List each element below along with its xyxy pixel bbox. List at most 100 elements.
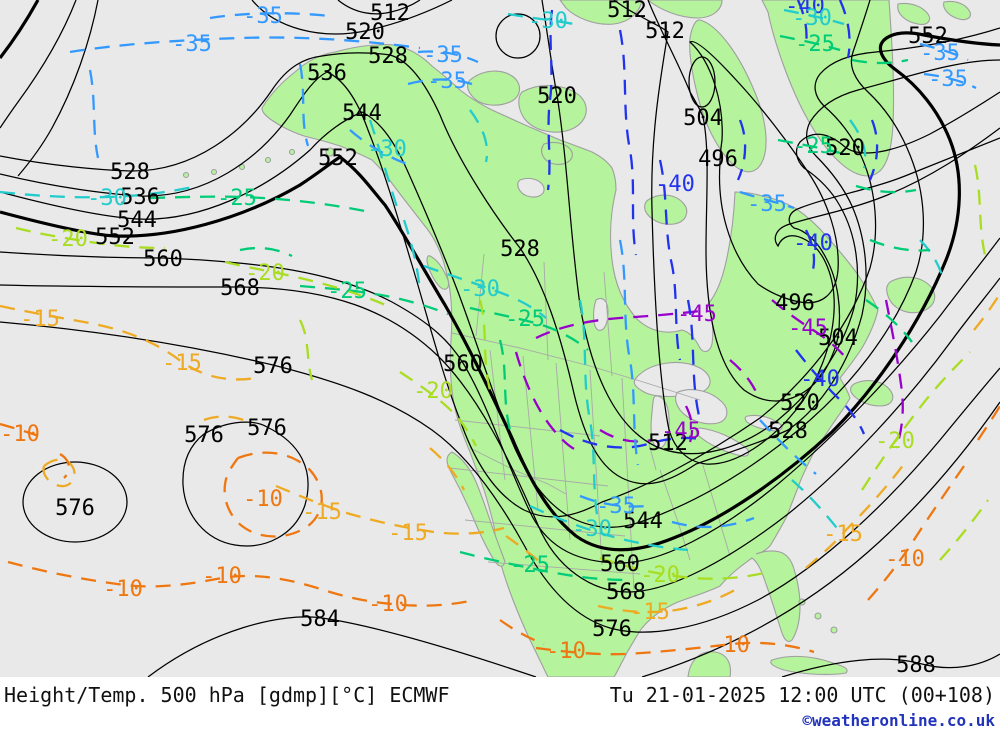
cuba	[770, 655, 848, 675]
state-borders	[449, 253, 731, 591]
height-label: 560	[600, 552, 640, 577]
temp-minus15-group-path	[805, 463, 905, 569]
state-borders-path	[451, 332, 641, 382]
temperature-label: -15	[823, 522, 863, 547]
victoria-island	[518, 85, 587, 133]
baja-california	[446, 451, 506, 567]
temp-minus25-group-path	[299, 284, 449, 316]
baffin-island	[689, 19, 767, 173]
temp-minus35-group-path	[88, 69, 100, 159]
temperature-label: -35	[928, 67, 968, 92]
temp-minus10-group-path	[0, 422, 45, 440]
temperature-contours	[0, 0, 1000, 656]
height-label: 584	[300, 607, 340, 632]
temp-minus15-group-path	[0, 304, 257, 381]
height-contours-path	[495, 13, 541, 59]
temp-minus15-group-path	[973, 293, 1000, 331]
temperature-label: -10	[885, 547, 925, 572]
height-label: 544	[623, 509, 663, 534]
temp-minus10-group-path	[535, 641, 815, 656]
temperature-label: -25	[795, 32, 835, 57]
temp-minus20-group-path	[224, 260, 389, 308]
height-label: 496	[698, 147, 738, 172]
height-label: 520	[825, 136, 865, 161]
height-label: 544	[342, 101, 382, 126]
temp-minus10-group-path	[7, 560, 475, 607]
temperature-label: -20	[48, 227, 88, 252]
temp-minus30-group-path	[368, 119, 400, 211]
temp-minus20-group	[15, 164, 989, 580]
devon-island	[647, 0, 723, 19]
aleutian-island	[264, 156, 272, 164]
temp-minus30-group-path	[529, 504, 689, 552]
height-label: 576	[247, 416, 287, 441]
temp-minus40-group-path	[795, 349, 866, 435]
temperature-label: -40	[785, 0, 825, 19]
temperature-label: -45	[677, 302, 717, 327]
height-label: 512	[370, 1, 410, 26]
temperature-label: -30	[792, 6, 832, 31]
temp-minus40-group-path	[658, 159, 682, 361]
lake-winnipeg	[593, 297, 609, 331]
temp-minus40-group-path	[838, 0, 851, 59]
temperature-label: -25	[510, 553, 550, 578]
temperature-label: -10	[710, 633, 750, 658]
temp-minus15-group-path	[42, 458, 76, 488]
height-label: 576	[184, 423, 224, 448]
temp-minus30-group-path	[402, 219, 422, 293]
temp-minus25-group-path	[865, 299, 913, 343]
temp-minus10-group-path	[867, 465, 965, 601]
temp-minus40-group-path	[686, 299, 702, 421]
height-contours-path	[17, 0, 99, 177]
temperature-label: -20	[640, 563, 680, 588]
height-label: 520	[780, 391, 820, 416]
state-borders-path	[464, 519, 626, 537]
temp-minus15-group-path	[203, 415, 253, 426]
temperature-label: -25	[505, 307, 545, 332]
temp-minus30-group-path	[919, 239, 946, 283]
temp-minus35-group-path	[209, 12, 331, 20]
temp-minus45-group-path	[514, 351, 577, 452]
height-label: 576	[55, 496, 95, 521]
temp-minus30-group-path	[469, 109, 489, 163]
height-contours-path	[0, 0, 77, 129]
island	[830, 626, 838, 634]
temp-minus45-group-path	[884, 299, 904, 449]
height-label: 552	[95, 225, 135, 250]
temp-minus25-group-path	[149, 195, 371, 214]
temp-minus30-group-path	[507, 12, 575, 26]
height-label: 512	[607, 0, 647, 23]
height-label: 528	[500, 237, 540, 262]
great-slave-lake	[517, 177, 545, 198]
temperature-label: -35	[172, 32, 212, 57]
state-borders-path	[454, 419, 601, 437]
state-borders-path	[603, 271, 613, 377]
temp-minus20-group-path	[298, 319, 314, 381]
contour-576-closed	[182, 421, 309, 547]
contour-568	[0, 277, 1000, 593]
lakes-layer	[517, 177, 783, 457]
state-borders-path	[621, 377, 635, 591]
state-borders-path	[639, 380, 701, 401]
contour-584-west	[147, 616, 537, 677]
temp-minus30-group-path	[423, 264, 547, 319]
temp-minus30-group-path	[849, 119, 867, 169]
temperature-label: -30	[528, 9, 568, 34]
temperature-label: -20	[875, 429, 915, 454]
temp-minus25-group-path	[855, 184, 917, 194]
height-contour-thick	[0, 0, 40, 59]
temp-minus10-group-path	[977, 405, 1000, 441]
temp-minus30-group-path	[791, 479, 841, 533]
contour-584-east	[641, 401, 1000, 677]
temperature-label: -10	[546, 639, 586, 664]
island	[943, 0, 971, 21]
contour-576-closed	[22, 461, 128, 543]
temp-minus10-group-path	[223, 451, 323, 538]
temperature-label: -30	[572, 517, 612, 542]
contour-588	[781, 653, 1000, 677]
temp-minus40-group-path	[546, 9, 554, 191]
temperature-label: -40	[655, 172, 695, 197]
height-label: 568	[606, 580, 646, 605]
